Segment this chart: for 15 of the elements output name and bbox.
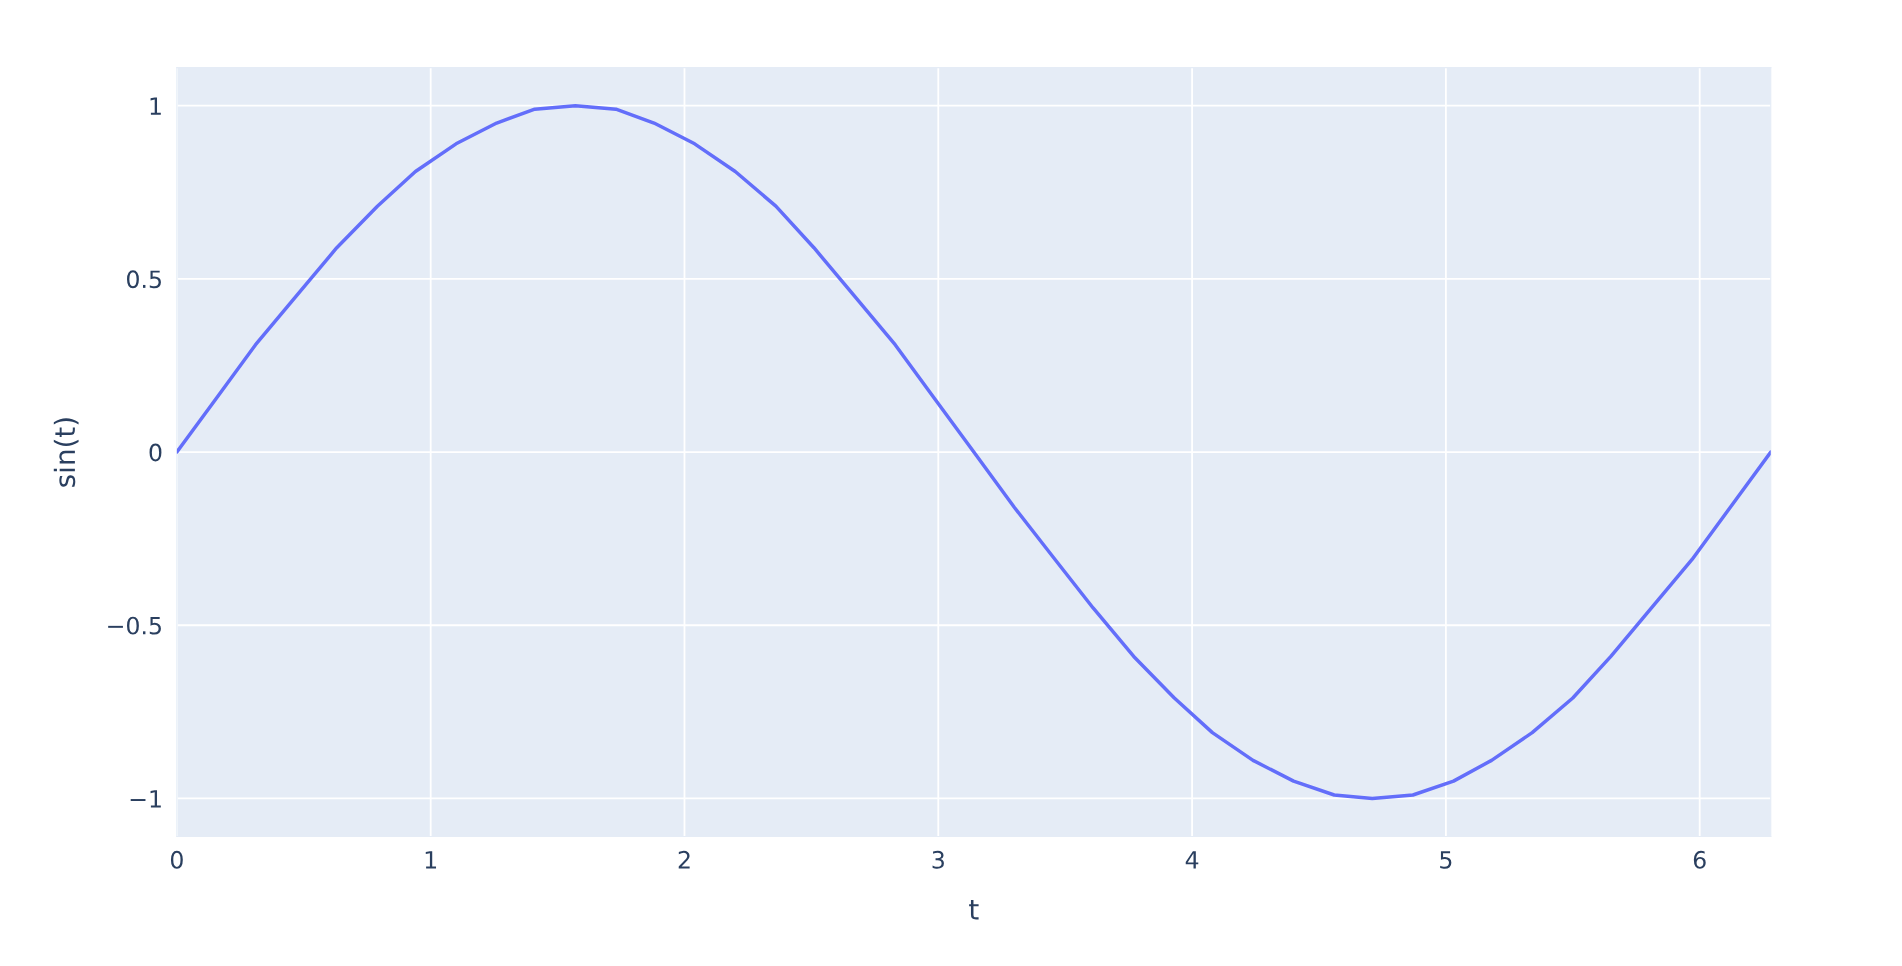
y-tick-label: −1 — [130, 790, 161, 808]
x-tick-label: 1 — [425, 851, 437, 869]
x-tick-label: 0 — [170, 850, 183, 869]
line-series — [176, 103, 1771, 801]
y-tick-label: 0.5 — [127, 270, 161, 289]
x-axis-title: t — [969, 899, 979, 920]
x-tick-label: 3 — [932, 850, 944, 869]
x-tick-label: 4 — [1185, 851, 1199, 869]
y-axis-title: sin(t) — [53, 418, 79, 487]
x-tick-label: 2 — [678, 850, 690, 869]
y-tick-label: −0.5 — [108, 616, 161, 635]
x-tick-label: 6 — [1693, 850, 1706, 869]
y-tick-label: 0 — [149, 443, 162, 462]
y-tick-label: 1 — [150, 97, 161, 115]
x-tick-label: 5 — [1440, 851, 1452, 869]
